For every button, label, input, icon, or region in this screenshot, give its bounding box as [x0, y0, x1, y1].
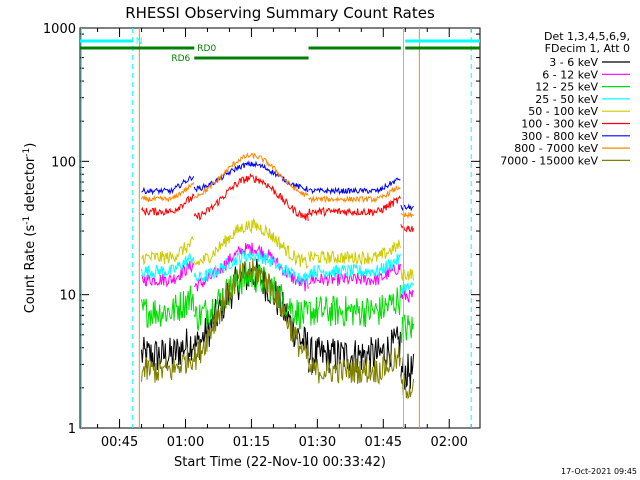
series-segment: [141, 260, 195, 288]
footer-date: 17-Oct-2021 09:45: [561, 467, 637, 476]
series-segment: [141, 285, 195, 329]
series-segment: [141, 346, 195, 383]
series-segment: [193, 217, 309, 269]
legend-entry-label: 100 - 300 keV: [521, 118, 598, 131]
plot-frame: [79, 27, 481, 429]
y-axis-label: Count Rate (s-1 detector-1): [22, 143, 38, 314]
series-segment: [400, 224, 414, 233]
x-tick-label: 01:15: [233, 435, 270, 450]
series-segment: [141, 235, 195, 266]
y-tick-label: 1000: [43, 22, 76, 37]
series-segment: [141, 175, 195, 196]
series-line: [141, 172, 414, 233]
series-line: [141, 217, 414, 281]
series-segment: [308, 345, 401, 385]
x-tick-label: 01:00: [167, 435, 204, 450]
series-segment: [141, 328, 195, 371]
legend-entry-label: 800 - 7000 keV: [514, 142, 598, 155]
series-segment: [308, 326, 401, 374]
legend-header-line-2: FDecim 1, Att 0: [545, 42, 630, 55]
series-segment: [400, 211, 414, 219]
series-segment: [308, 177, 401, 196]
series-segment: [400, 314, 414, 344]
series-segment: [308, 284, 401, 328]
series-segment: [141, 193, 195, 216]
status-bar-label: RD6: [171, 54, 190, 64]
series-segment: [308, 239, 401, 266]
series-segment: [400, 268, 414, 281]
x-tick-label: 01:45: [365, 435, 402, 450]
y-tick-label: 100: [51, 155, 76, 170]
vertical-markers: [80, 28, 472, 428]
status-bar-label: N: [136, 37, 143, 47]
series-line: [141, 258, 414, 400]
x-tick-label: 02:00: [430, 435, 467, 450]
y-axis: 1 10 100 1000: [43, 22, 480, 437]
status-bars: N RD0 RD6: [80, 37, 480, 64]
x-tick-label: 01:30: [299, 435, 336, 450]
chart-title: RHESSI Observing Summary Count Rates: [125, 4, 435, 22]
legend-entry-label: 7000 - 15000 keV: [500, 154, 598, 167]
series-segment: [193, 152, 309, 199]
series-segment: [400, 203, 414, 212]
series-segment: [193, 248, 309, 285]
series-line: [141, 152, 414, 219]
series-segment: [308, 253, 401, 280]
series-lines: [141, 152, 414, 400]
y-tick-label: 10: [59, 289, 76, 304]
legend-entry-label: 3 - 6 keV: [549, 56, 598, 69]
series-segment: [308, 195, 401, 218]
series-segment: [194, 242, 309, 292]
legend-entry-label: 12 - 25 keV: [535, 81, 598, 94]
legend-entry-label: 50 - 100 keV: [528, 105, 598, 118]
x-axis: 00:45 01:00 01:15 01:30 01:45 02:00: [97, 28, 472, 450]
series-line: [141, 160, 414, 212]
x-tick-label: 00:45: [101, 435, 138, 450]
legend-entry-label: 300 - 800 keV: [521, 130, 598, 143]
series-segment: [193, 172, 309, 222]
legend-entry-label: 25 - 50 keV: [535, 93, 598, 106]
x-axis-label: Start Time (22-Nov-10 00:33:42): [174, 455, 386, 470]
series-segment: [193, 160, 309, 193]
status-bar-label: RD0: [197, 44, 216, 54]
legend-entry-label: 6 - 12 keV: [542, 68, 598, 81]
series-segment: [308, 263, 401, 287]
series-segment: [308, 184, 401, 204]
legend-header-line-1: Det 1,3,4,5,6,9,: [544, 30, 630, 43]
series-segment: [141, 182, 195, 203]
series-segment: [193, 258, 309, 371]
series-segment: [141, 252, 195, 279]
y-tick-label: 1: [68, 422, 76, 437]
